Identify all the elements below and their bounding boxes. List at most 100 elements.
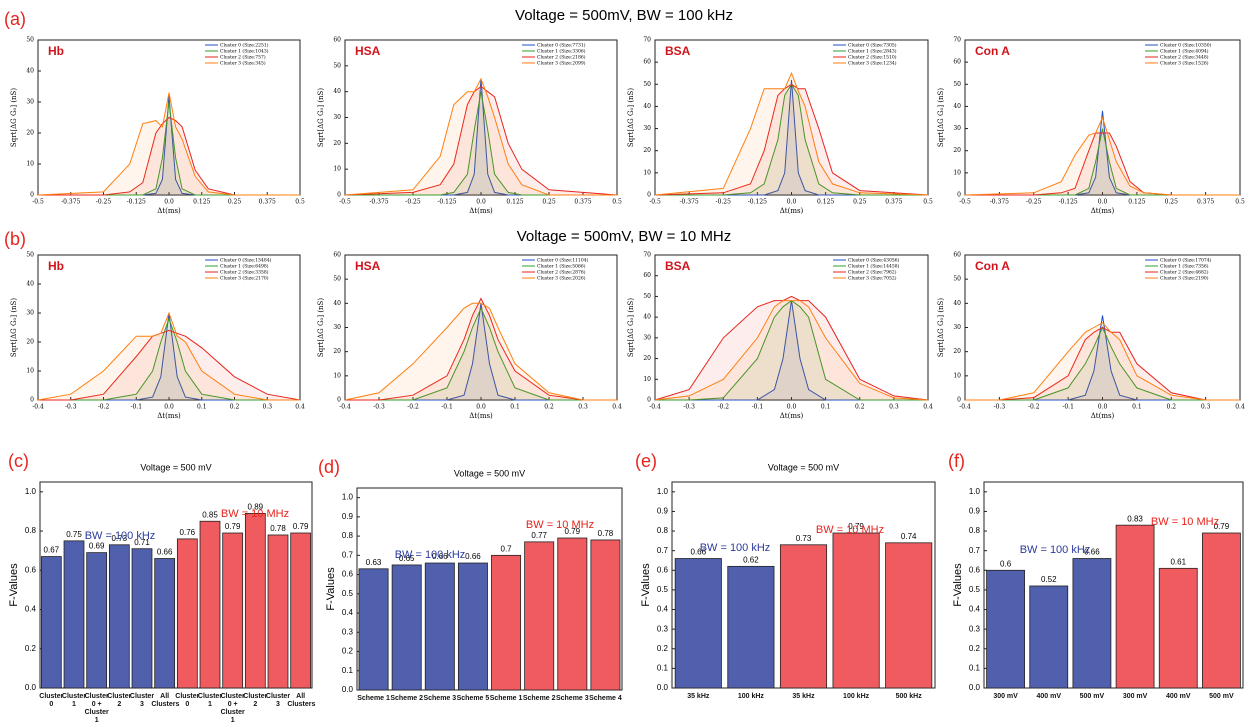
legend-label: Cluster 2 (Size:2876) [537,269,586,276]
x-tick-label: -0.125 [127,199,146,206]
value-label: 0.69 [89,542,105,551]
y-tick-label: 40 [26,281,34,288]
x-axis-label: Δt(ms) [1091,412,1115,420]
row-title: Voltage = 500mV, BW = 100 kHz [515,7,733,24]
series-area [38,117,300,195]
x-axis-label: Δt(ms) [157,207,181,215]
series-line [37,92,300,196]
y-tick-label: 40 [953,300,961,307]
protein-label: Con A [975,44,1010,58]
y-tick-label: 0 [337,397,341,404]
y-tick-label: 0.6 [25,565,37,574]
y-tick-label: 0.2 [342,647,354,656]
value-label: 0.78 [598,529,614,538]
x-tick-label: 0.0 [1098,199,1108,206]
legend-label: Cluster 0 (Size:17074) [1160,257,1212,264]
x-tick-label: Cluster 1 [197,693,223,708]
series-area [655,300,928,400]
x-tick-label: 0.0 [1098,404,1108,411]
protein-label: BSA [665,44,691,58]
y-tick-label: 0.6 [657,565,669,574]
y-tick-label: 60 [333,252,341,259]
y-tick-label: 30 [26,99,34,106]
y-tick-label: 0.6 [969,565,981,574]
y-tick-label: 50 [26,252,34,259]
y-tick-label: 10 [953,372,961,379]
series-area [655,73,928,195]
y-tick-label: 30 [953,324,961,331]
legend-label: Cluster 2 (Size:7962) [848,269,897,276]
panel-label: (d) [318,457,340,477]
y-tick-label: 10 [643,376,651,383]
legend-label: Cluster 2 (Size:1510) [848,54,897,61]
series-line [38,116,300,196]
legend-label: Cluster 0 (Size:2251) [220,42,269,49]
panel-label: (b) [4,229,26,249]
protein-label: HSA [355,259,381,273]
y-tick-label: 0.5 [969,585,981,594]
series-line [345,306,617,401]
y-tick-label: 0.0 [342,685,354,694]
bar [199,520,221,689]
y-tick-label: 0 [957,397,961,404]
bar [131,548,153,689]
y-tick-label: 0.9 [657,507,669,516]
value-label: 0.62 [743,555,759,564]
x-tick-label: Scheme 2 [522,695,556,702]
y-tick-label: 40 [333,300,341,307]
series-area [38,313,300,400]
legend-label: Cluster 2 (Size:4682) [1160,269,1209,276]
value-label: 0.74 [901,532,917,541]
y-tick-label: 0.2 [969,644,981,653]
value-label: 0.7 [501,544,513,553]
x-tick-label: 300 mV [1122,693,1148,700]
y-tick-label: 0 [30,192,34,199]
x-tick-label: 0.5 [612,199,622,206]
series-area [38,318,300,400]
y-tick-label: 0.1 [969,663,981,672]
x-tick-label: 0.3 [889,404,899,411]
y-tick-label: 50 [333,276,341,283]
legend-label: Cluster 0 (Size:15484) [220,257,272,264]
series-area [965,117,1240,195]
x-tick-label: -0.4 [959,404,971,411]
y-tick-label: 50 [953,276,961,283]
legend-label: Cluster 2 (Size:757) [220,54,266,61]
bar [1158,567,1198,689]
y-tick-label: 10 [333,372,341,379]
x-tick-label: 0.125 [817,199,834,206]
legend-label: Cluster 1 (Size:7356) [1160,263,1209,270]
plot-frame [356,487,623,691]
y-axis-label: Sqrt[ΔG G₀] (nS) [627,298,635,357]
x-tick-label: -0.4 [649,404,661,411]
y-axis-label: Sqrt[ΔG G₀] (nS) [10,298,18,357]
value-label: 0.67 [44,546,60,555]
x-tick-label: 0.25 [542,199,556,206]
value-label: 0.83 [1127,514,1143,523]
legend-label: Cluster 3 (Size:2026) [537,275,586,282]
x-tick-label: 35 kHz [687,693,710,700]
annotation: BW = 100 kHz [1020,544,1091,556]
y-tick-label: 0.5 [342,589,354,598]
y-axis-label: Sqrt[ΔG G₀] (nS) [317,298,325,357]
x-tick-label: 0.1 [821,404,831,411]
bar [1202,532,1241,689]
x-tick-label: 0.25 [228,199,242,206]
series-area [38,95,300,195]
value-label: 0.76 [180,528,196,537]
x-tick-label: 0.1 [197,404,207,411]
y-tick-label: 0.5 [657,585,669,594]
value-label: 0.66 [465,552,481,561]
x-tick-label: -0.5 [959,199,971,206]
series-line [965,326,1240,401]
y-tick-label: 20 [333,140,341,147]
x-tick-label: -0.1 [752,404,764,411]
x-tick-label: 0.25 [853,199,867,206]
legend-label: Cluster 3 (Size:7052) [848,275,897,282]
row-title: Voltage = 500mV, BW = 10 MHz [517,228,732,245]
legend-label: Cluster 3 (Size:1234) [848,60,897,67]
x-tick-label: Cluster 3 [129,693,155,708]
legend-label: Cluster 3 (Size:1526) [1160,60,1209,67]
y-tick-label: 0 [647,192,651,199]
series-area [345,308,617,400]
